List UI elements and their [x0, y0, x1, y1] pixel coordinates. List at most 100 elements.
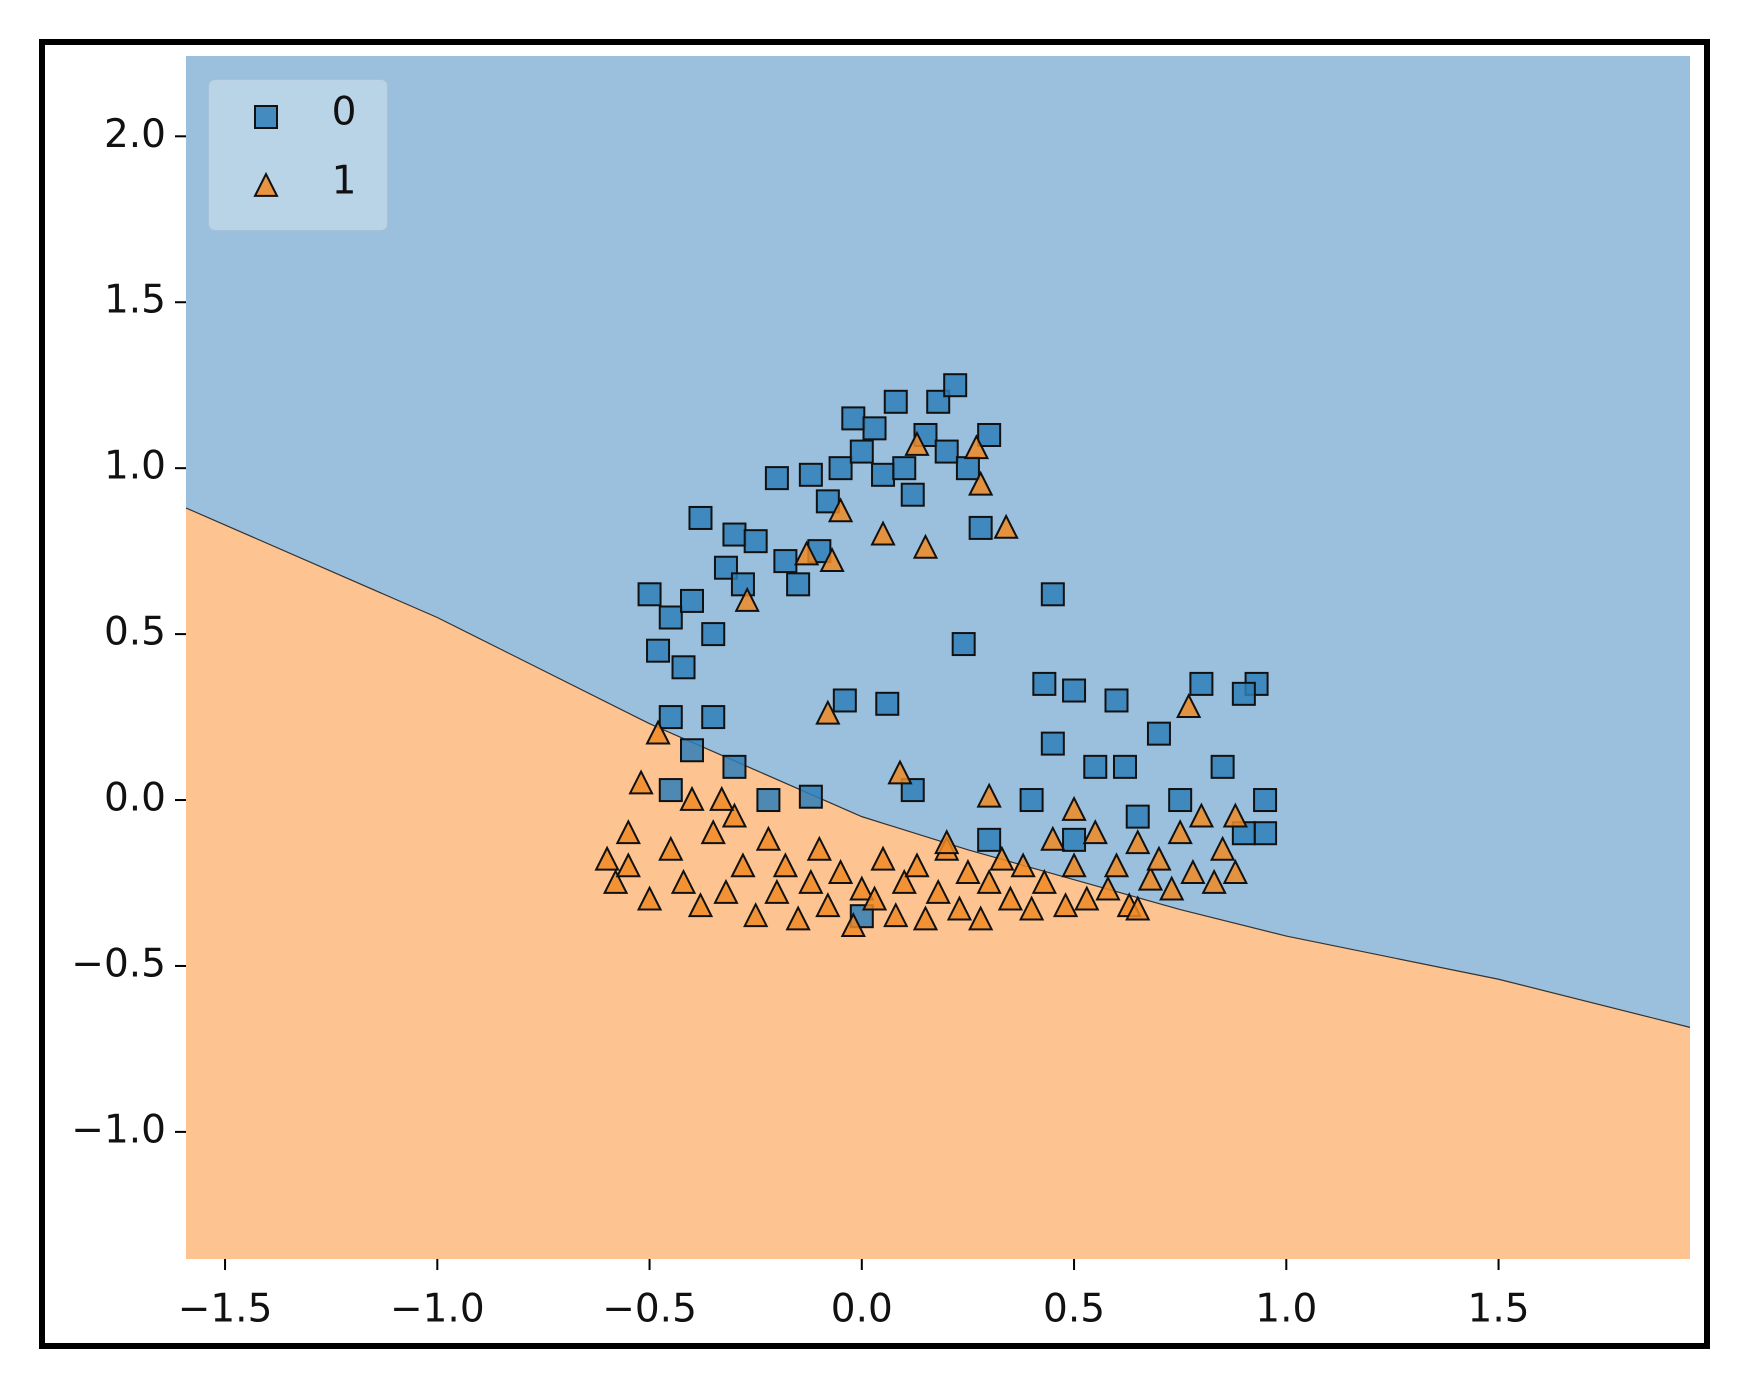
point	[764, 466, 789, 491]
x-tick-label: −1.5	[178, 1287, 273, 1332]
legend-marker	[254, 105, 278, 129]
point	[755, 825, 782, 851]
point	[701, 622, 726, 647]
point	[658, 605, 683, 630]
point	[773, 549, 798, 574]
point	[713, 878, 739, 904]
point	[963, 434, 990, 460]
point	[883, 389, 908, 414]
point	[680, 738, 705, 763]
point	[828, 456, 853, 481]
point	[827, 858, 854, 884]
point	[989, 845, 1015, 871]
point	[993, 513, 1019, 539]
point	[1189, 671, 1214, 696]
point	[688, 505, 713, 530]
point	[1231, 681, 1256, 706]
point	[1112, 754, 1137, 779]
point	[976, 868, 1002, 894]
x-tick-label: 1.0	[1255, 1287, 1317, 1332]
point	[840, 912, 866, 938]
point	[645, 719, 671, 745]
point	[670, 868, 697, 894]
point	[615, 852, 641, 878]
x-tick-label: 0.0	[831, 1287, 893, 1332]
point	[871, 462, 896, 487]
point	[1062, 678, 1087, 703]
point	[925, 878, 951, 904]
point	[1176, 692, 1202, 719]
point	[602, 868, 629, 894]
point	[943, 373, 968, 398]
point	[743, 529, 768, 554]
point	[1018, 895, 1045, 921]
point	[912, 905, 939, 931]
point	[891, 868, 917, 894]
point	[646, 638, 671, 663]
x-tick-label: −0.5	[602, 1287, 697, 1332]
point	[615, 819, 641, 845]
point	[1201, 868, 1227, 894]
legend: 01	[208, 79, 388, 231]
point	[815, 699, 841, 725]
point	[946, 895, 973, 921]
point	[722, 522, 747, 547]
point	[968, 470, 994, 496]
point	[827, 497, 854, 523]
point	[1167, 819, 1193, 845]
point	[887, 759, 913, 785]
point	[1222, 802, 1248, 828]
point	[1083, 754, 1108, 779]
point	[1146, 721, 1171, 746]
point	[900, 778, 925, 803]
point	[1188, 802, 1215, 828]
point	[730, 852, 756, 878]
point	[1180, 858, 1206, 884]
point	[722, 754, 747, 779]
point	[841, 406, 866, 431]
point	[798, 784, 823, 809]
legend-label: 1	[332, 159, 357, 204]
point	[875, 691, 900, 716]
point	[793, 540, 820, 566]
point	[968, 905, 994, 931]
point	[1032, 671, 1057, 696]
point	[1210, 835, 1236, 861]
point	[1125, 895, 1151, 921]
point	[700, 819, 726, 845]
point	[1253, 788, 1278, 813]
legend-box	[208, 79, 388, 231]
point	[1040, 582, 1065, 607]
point	[819, 546, 845, 572]
point	[955, 456, 980, 481]
point	[1031, 868, 1057, 894]
point	[806, 835, 832, 861]
point	[1040, 731, 1065, 756]
point	[637, 582, 662, 607]
point	[832, 688, 857, 713]
point	[701, 705, 726, 730]
point	[756, 788, 781, 813]
point	[671, 655, 696, 680]
point	[628, 769, 654, 795]
legend-marker	[253, 171, 279, 197]
point	[977, 422, 1002, 447]
point	[658, 705, 683, 730]
point	[798, 868, 824, 894]
point	[1074, 885, 1100, 911]
point	[786, 572, 811, 597]
point	[1103, 852, 1130, 878]
point	[1222, 858, 1248, 884]
point	[976, 782, 1002, 808]
point	[1159, 875, 1185, 901]
point	[1095, 875, 1121, 901]
point	[900, 482, 925, 507]
point	[785, 905, 811, 931]
point	[849, 439, 874, 464]
point	[934, 829, 960, 855]
point	[912, 533, 939, 559]
point	[709, 785, 735, 811]
point	[1052, 892, 1079, 918]
point	[1061, 852, 1087, 878]
